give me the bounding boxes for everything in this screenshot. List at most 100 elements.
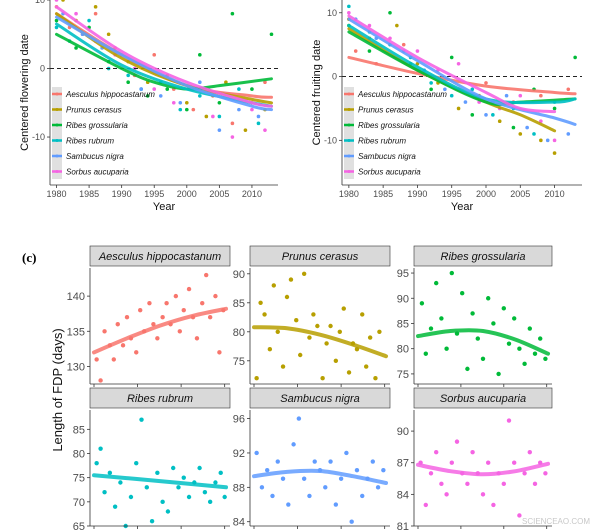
- point: [294, 318, 299, 323]
- point: [439, 481, 444, 487]
- trend-line-ribes-grossularia: [55, 32, 273, 91]
- point: [177, 329, 182, 334]
- y-tick-label: 96: [233, 414, 245, 426]
- point-sambucus-nigra: [463, 100, 468, 104]
- y-tick-label: 75: [73, 473, 85, 485]
- point-sambucus-nigra: [484, 113, 488, 117]
- point: [423, 351, 428, 356]
- x-tick-label: 2005: [510, 189, 530, 199]
- point: [296, 416, 302, 421]
- point: [486, 460, 491, 465]
- y-axis-title: Length of FDP (days): [50, 328, 65, 451]
- y-tick-label: 80: [397, 344, 409, 356]
- y-tick-label: 85: [233, 298, 245, 310]
- point: [312, 459, 317, 464]
- point: [522, 361, 527, 367]
- point-prunus-cerasus: [224, 80, 228, 85]
- point: [367, 335, 373, 340]
- point: [475, 336, 480, 341]
- point-sorbus-aucuparia: [250, 107, 254, 112]
- plot-area: [342, 4, 582, 155]
- point: [486, 296, 491, 301]
- trend-line-aesculus-hippocastanum: [347, 55, 577, 96]
- y-tick-label: 10: [327, 8, 337, 18]
- point-sambucus-nigra: [198, 80, 202, 85]
- point: [115, 322, 120, 327]
- x-axis-title: Year: [153, 201, 176, 213]
- facet-title: Sorbus aucuparia: [440, 393, 526, 405]
- point: [491, 502, 496, 508]
- legend-point-ribes-rubrum: [347, 139, 351, 142]
- point: [501, 306, 506, 311]
- point-aesculus-hippocastanum: [263, 80, 267, 85]
- point: [301, 271, 307, 276]
- point: [144, 485, 149, 490]
- y-tick-label: -10: [32, 132, 45, 142]
- facet-ribes-rubrum: Ribes rubrum 65 70 75 80 85: [73, 387, 231, 530]
- point-ribes-grossularia: [269, 32, 274, 37]
- point-prunus-cerasus: [185, 100, 189, 105]
- facet-strip: [89, 387, 231, 409]
- point: [165, 509, 171, 514]
- point-ribes-grossularia: [388, 10, 392, 15]
- point: [344, 450, 349, 456]
- y-tick-label: 85: [73, 424, 85, 436]
- point: [134, 460, 139, 466]
- panel-label-c: (c): [22, 250, 36, 265]
- point: [460, 291, 465, 296]
- point: [155, 336, 160, 341]
- y-tick-label: 90: [397, 426, 409, 438]
- point: [202, 489, 208, 495]
- point-ribes-grossularia: [573, 55, 577, 60]
- point: [522, 471, 527, 476]
- legend-label-prunus-cerasus: Prunus cerasus: [66, 106, 122, 115]
- point-sambucus-nigra: [237, 107, 241, 112]
- point: [149, 518, 155, 524]
- y-tick-label: 70: [73, 497, 85, 509]
- point-ribes-grossularia: [74, 46, 78, 50]
- point-aesculus-hippocastanum: [401, 42, 406, 47]
- y-tick-label: 84: [397, 489, 409, 501]
- point-aesculus-hippocastanum: [353, 49, 358, 53]
- point-ribes-rubrum: [532, 132, 536, 136]
- y-tick-label: 75: [233, 356, 245, 368]
- point: [218, 470, 223, 476]
- point: [107, 470, 113, 476]
- point: [328, 323, 333, 329]
- point: [465, 481, 470, 487]
- point: [543, 471, 548, 476]
- point-sorbus-aucuparia: [263, 128, 267, 132]
- point-aesculus-hippocastanum: [230, 121, 235, 126]
- point-ribes-rubrum: [54, 25, 59, 30]
- point: [449, 460, 454, 465]
- watermark: SCIENCEAO.COM: [522, 517, 590, 526]
- point-sambucus-nigra: [178, 100, 183, 105]
- y-tick-label: 92: [233, 448, 245, 460]
- point-ribes-grossularia: [230, 11, 235, 16]
- point-ribes-rubrum: [217, 114, 222, 119]
- legend: Aesculus hippocastanum Prunus cerasus Ribe…: [52, 87, 155, 179]
- trend-line-sorbus-aucuparia: [55, 5, 273, 108]
- legend-label-sambucus-nigra: Sambucus nigra: [66, 152, 124, 161]
- panel-b: Aesculus hippocastanum Prunus cerasus Ribe…: [311, 0, 582, 213]
- legend-label-sorbus-aucuparia: Sorbus aucuparia: [66, 168, 129, 177]
- point: [258, 300, 263, 305]
- point: [517, 513, 522, 518]
- legend-label-sambucus-nigra: Sambucus nigra: [358, 152, 416, 161]
- point: [139, 417, 144, 422]
- point: [480, 492, 486, 497]
- y-tick-label: 80: [233, 327, 245, 339]
- point-prunus-cerasus: [61, 0, 65, 2]
- legend-point-prunus-cerasus: [55, 108, 59, 111]
- point-sorbus-aucuparia: [211, 114, 215, 119]
- point: [262, 312, 267, 317]
- point: [280, 364, 286, 369]
- point-sorbus-aucuparia: [171, 100, 176, 105]
- point: [439, 316, 444, 321]
- point-prunus-cerasus: [518, 132, 523, 136]
- point: [181, 307, 186, 313]
- point: [512, 460, 517, 465]
- point: [434, 280, 439, 286]
- legend-key-background: [344, 87, 354, 179]
- y-tick-label: 135: [67, 326, 85, 338]
